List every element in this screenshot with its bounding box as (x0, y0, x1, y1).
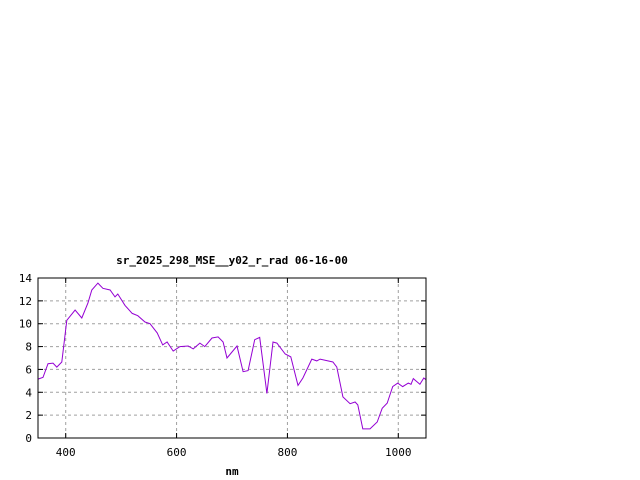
plot-frame (37, 277, 427, 439)
x-tick-label: 600 (167, 446, 187, 459)
x-tick-label: 800 (277, 446, 297, 459)
y-tick-label: 10 (19, 318, 32, 331)
y-tick-label: 12 (19, 295, 32, 308)
y-tick-label: 4 (25, 386, 32, 399)
axis-ticks: 0 2 4 6 8 10 12 14 400 600 800 1000 (19, 272, 426, 459)
y-tick-label: 8 (25, 341, 32, 354)
x-axis-label: nm (225, 465, 239, 478)
x-tick-label: 400 (56, 446, 76, 459)
y-tick-label: 0 (25, 432, 32, 445)
series-line (37, 282, 427, 430)
y-tick-label: 2 (25, 409, 32, 422)
chart-title: sr_2025_298_MSE__y02_r_rad 06-16-00 (116, 254, 348, 267)
grid (38, 278, 426, 438)
x-tick-label: 1000 (385, 446, 412, 459)
y-tick-label: 6 (25, 363, 32, 376)
y-tick-label: 14 (19, 272, 33, 285)
